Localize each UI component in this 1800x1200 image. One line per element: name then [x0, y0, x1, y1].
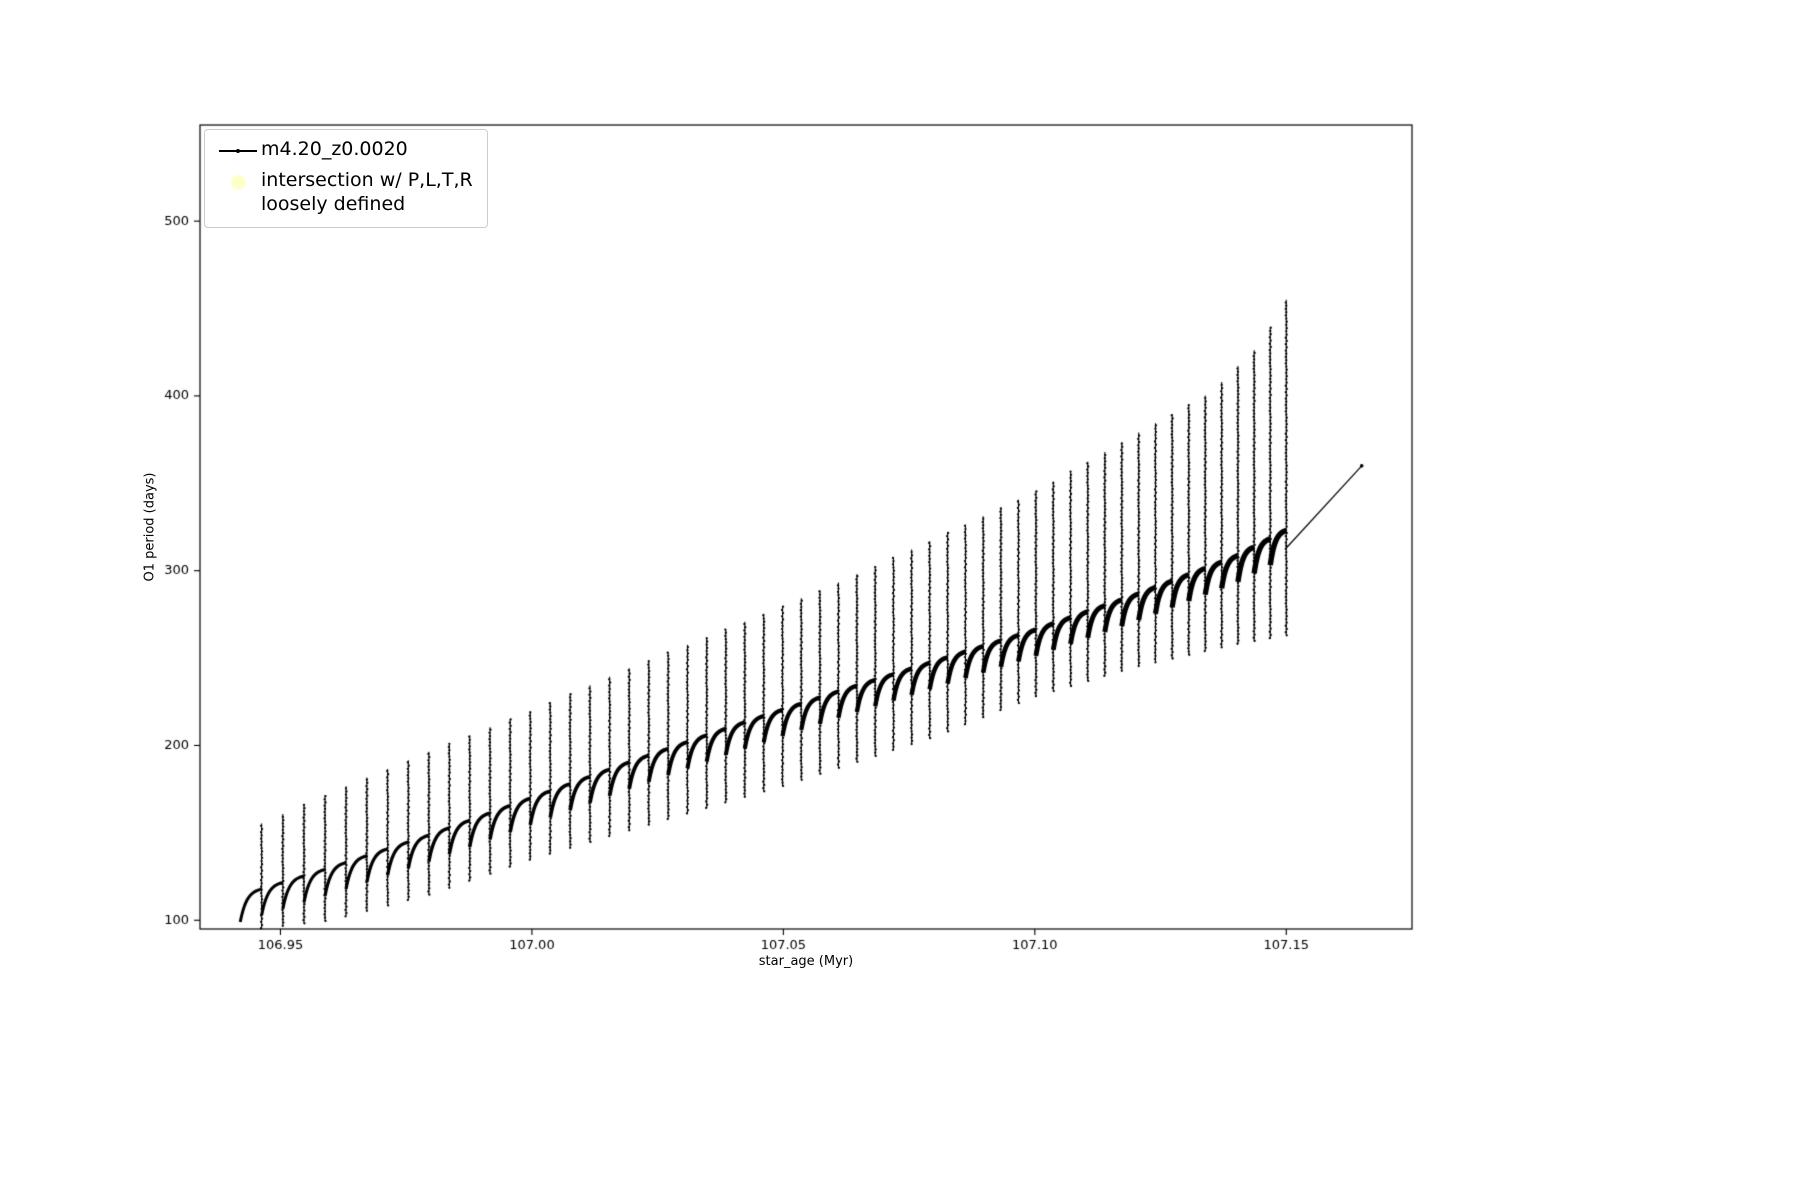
x-axis-label: star_age (Myr) — [758, 954, 854, 969]
legend-label-series: m4.20_z0.0020 — [261, 138, 408, 160]
legend-entry-intersection: intersection w/ P,L,T,R loosely defined — [215, 169, 473, 217]
dot-marker-icon — [215, 169, 261, 195]
legend: m4.20_z0.0020 intersection w/ P,L,T,R lo… — [204, 129, 488, 228]
y-axis-label: O1 period (days) — [142, 472, 158, 582]
line-dot-marker-icon — [215, 138, 261, 164]
legend-entry-series: m4.20_z0.0020 — [215, 138, 473, 164]
legend-label-intersection: intersection w/ P,L,T,R loosely defined — [261, 169, 473, 215]
